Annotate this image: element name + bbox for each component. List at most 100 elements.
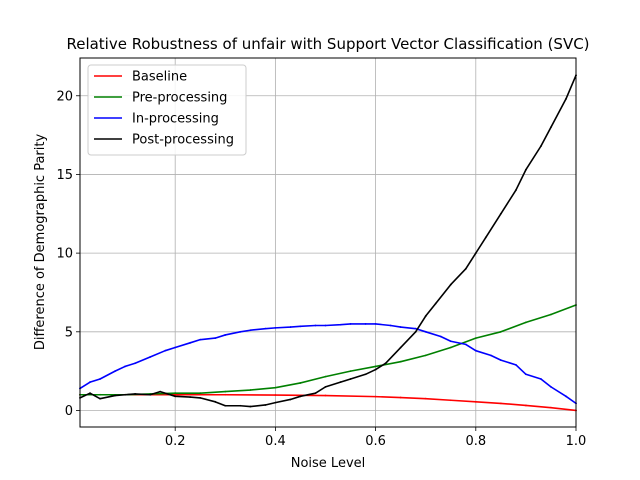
data-point-in-processing: [550, 385, 552, 388]
data-point-in-processing: [474, 349, 477, 352]
data-point-in-processing: [414, 327, 417, 330]
data-point-post-processing: [414, 330, 417, 333]
data-point-post-processing: [114, 394, 116, 397]
data-point-post-processing: [189, 396, 192, 399]
data-point-pre-processing: [349, 370, 352, 373]
data-point-in-processing: [389, 324, 392, 327]
data-point-post-processing: [374, 368, 377, 371]
data-point-in-processing: [324, 324, 327, 327]
data-point-post-processing: [550, 126, 552, 129]
data-point-in-processing: [314, 324, 317, 327]
data-point-post-processing: [434, 302, 437, 305]
data-point-post-processing: [339, 381, 342, 384]
data-point-post-processing: [99, 397, 101, 400]
data-point-in-processing: [189, 341, 192, 344]
data-point-pre-processing: [499, 330, 502, 333]
data-point-post-processing: [464, 267, 467, 270]
data-point-baseline: [449, 399, 452, 402]
data-point-pre-processing: [524, 321, 527, 324]
data-point-post-processing: [484, 236, 487, 239]
data-point-post-processing: [565, 98, 567, 100]
data-point-baseline: [499, 402, 502, 405]
data-point-post-processing: [324, 385, 327, 388]
x-tick-label: 0.4: [265, 434, 286, 449]
data-point-post-processing: [524, 168, 527, 171]
data-point-in-processing: [339, 323, 342, 326]
legend: Baseline Pre-processing In-processing Post-…: [87, 64, 247, 156]
data-point-baseline: [274, 394, 277, 396]
data-point-post-processing: [214, 400, 217, 403]
data-point-post-processing: [264, 404, 267, 406]
data-point-in-processing: [134, 362, 137, 365]
data-point-post-processing: [424, 315, 427, 317]
tick-layer: 0.2 0.4 0.6 0.8 1.0 0 5 10 15 20: [56, 89, 586, 449]
data-point-in-processing: [299, 325, 302, 328]
data-point-in-processing: [289, 326, 292, 328]
data-point-post-processing: [399, 346, 402, 349]
series-layer: [79, 74, 577, 412]
data-point-post-processing: [224, 404, 227, 407]
data-point-post-processing: [474, 252, 477, 255]
y-tick-label: 20: [56, 89, 73, 104]
data-point-post-processing: [199, 396, 202, 399]
data-point-baseline: [224, 393, 227, 396]
data-point-post-processing: [384, 362, 387, 365]
data-point-in-processing: [174, 346, 177, 349]
data-point-pre-processing: [199, 392, 202, 395]
y-tick-label: 0: [65, 404, 73, 419]
grid-layer: [80, 58, 577, 427]
data-point-in-processing: [399, 326, 402, 328]
data-point-baseline: [174, 393, 177, 396]
data-point-post-processing: [134, 393, 137, 395]
data-point-baseline: [324, 394, 327, 397]
data-point-baseline: [399, 396, 402, 399]
axes-frame: [79, 57, 577, 428]
legend-label-in-processing: In-processing: [132, 112, 219, 127]
data-point-in-processing: [149, 356, 152, 358]
x-tick-label: 0.8: [465, 434, 486, 449]
data-point-pre-processing: [324, 375, 327, 378]
data-point-post-processing: [299, 395, 302, 398]
data-point-in-processing: [99, 378, 101, 380]
data-point-post-processing: [249, 405, 252, 408]
data-point-post-processing: [314, 392, 317, 395]
data-point-post-processing: [349, 378, 352, 380]
legend-label-pre-processing: Pre-processing: [132, 91, 227, 106]
data-point-pre-processing: [474, 337, 477, 339]
data-point-in-processing: [264, 327, 267, 330]
data-point-post-processing: [289, 398, 292, 401]
data-point-baseline: [474, 400, 477, 403]
data-point-post-processing: [89, 392, 91, 395]
data-point-post-processing: [159, 390, 162, 393]
data-point-in-processing: [489, 354, 492, 357]
data-point-in-processing: [164, 349, 167, 352]
data-point-pre-processing: [424, 354, 427, 357]
data-point-in-processing: [274, 326, 277, 329]
data-point-post-processing: [499, 212, 502, 215]
data-point-in-processing: [364, 323, 367, 325]
data-point-pre-processing: [449, 346, 452, 349]
data-point-in-processing: [374, 323, 377, 325]
x-tick-label: 0.6: [365, 434, 386, 449]
data-point-in-processing: [514, 363, 517, 366]
data-point-in-processing: [449, 340, 452, 343]
data-point-in-processing: [114, 370, 116, 373]
y-tick-label: 15: [56, 168, 73, 183]
data-point-in-processing: [199, 338, 202, 341]
data-point-in-processing: [524, 373, 527, 376]
data-point-in-processing: [239, 330, 242, 333]
data-point-in-processing: [540, 378, 542, 380]
data-point-pre-processing: [550, 313, 552, 316]
data-point-post-processing: [174, 395, 177, 398]
data-point-pre-processing: [374, 365, 377, 368]
data-point-baseline: [374, 395, 377, 398]
legend-box: [87, 64, 247, 156]
data-point-pre-processing: [249, 389, 252, 391]
data-point-in-processing: [214, 337, 217, 339]
x-tick-label: 1.0: [566, 434, 587, 449]
data-point-pre-processing: [399, 360, 402, 363]
data-point-in-processing: [424, 330, 427, 333]
data-point-in-processing: [89, 381, 91, 384]
legend-label-baseline: Baseline: [132, 70, 187, 85]
